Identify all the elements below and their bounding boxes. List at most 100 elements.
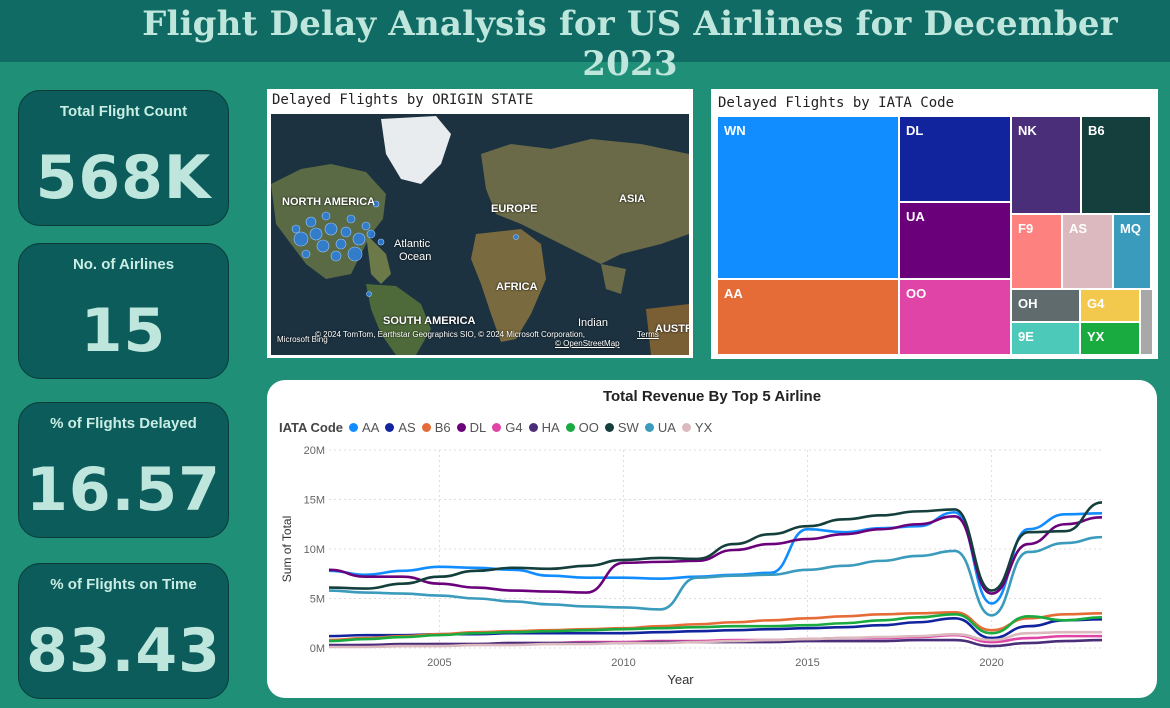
treemap-tile-label: 9E	[1018, 329, 1034, 344]
legend-item-yx[interactable]: YX	[681, 420, 713, 435]
revenue-chart-panel[interactable]: Total Revenue By Top 5 Airline IATA Code…	[267, 380, 1157, 698]
legend-label: AS	[398, 420, 416, 435]
legend-item-as[interactable]: AS	[385, 420, 416, 435]
legend-marker	[349, 423, 359, 432]
series-line-sw	[328, 501, 1103, 592]
treemap-tile-other[interactable]	[1140, 289, 1153, 355]
legend-marker	[492, 423, 502, 432]
series-line-dl	[328, 515, 1103, 595]
legend-label: OO	[578, 420, 599, 435]
legend-marker	[421, 423, 431, 432]
treemap-tile-b6[interactable]: B6	[1081, 116, 1151, 214]
kpi-label: No. of Airlines	[72, 256, 175, 273]
map-attribution: © 2024 TomTom, Earthstar Geographics SIO…	[315, 330, 585, 339]
treemap-tile-oh[interactable]: OH	[1011, 289, 1080, 322]
treemap-tile-as[interactable]: AS	[1062, 214, 1113, 289]
label-north-america: NORTH AMERICA	[282, 196, 376, 208]
chart-title: Total Revenue By Top 5 Airline	[602, 388, 822, 405]
treemap-tile-label: F9	[1018, 221, 1034, 236]
header-bar	[0, 0, 1170, 62]
series-line-ua	[328, 535, 1103, 617]
kpi-value: 15	[80, 296, 167, 366]
legend-item-oo[interactable]: OO	[565, 420, 599, 435]
x-tick-label: 2010	[611, 657, 635, 669]
kpi-total-flight-count[interactable]: Total Flight Count 568K	[18, 90, 229, 226]
legend-marker	[681, 423, 691, 432]
treemap-tile-aa[interactable]: AA	[717, 279, 899, 355]
legend-item-dl[interactable]: DL	[456, 420, 487, 435]
series-line-oo	[328, 613, 1103, 643]
kpi-label: Total Flight Count	[59, 103, 188, 120]
legend-label: SW	[617, 420, 639, 435]
treemap-tile-nk[interactable]: NK	[1011, 116, 1081, 214]
y-axis-title: Sum of Total	[280, 516, 294, 582]
x-axis-title: Year	[667, 672, 694, 687]
legend-marker	[565, 423, 575, 432]
treemap-tile-mq[interactable]: MQ	[1113, 214, 1151, 289]
legend-item-g4[interactable]: G4	[492, 420, 523, 435]
legend-marker	[604, 423, 614, 432]
treemap-tile-dl[interactable]: DL	[899, 116, 1011, 202]
kpi-value: 83.43	[26, 616, 221, 686]
treemap-panel[interactable]: Delayed Flights by IATA Code WN AA DL UA OO N…	[711, 89, 1158, 359]
treemap-tile-g4[interactable]: G4	[1080, 289, 1140, 322]
kpi-value: 568K	[35, 143, 212, 213]
bing-logo: Microsoft Bing	[277, 335, 328, 344]
treemap-tile-label: B6	[1088, 123, 1105, 138]
treemap-tile-oo[interactable]: OO	[899, 279, 1011, 355]
x-tick-label: 2020	[979, 657, 1003, 669]
world-map[interactable]: NORTH AMERICA EUROPE ASIA Atlantic Ocean…	[271, 114, 689, 355]
kpi-label: % of Flights on Time	[50, 576, 197, 593]
legend-marker	[456, 423, 466, 432]
legend-item-aa[interactable]: AA	[349, 420, 379, 435]
y-tick-label: 0M	[310, 643, 325, 655]
kpi-pct-on-time[interactable]: % of Flights on Time 83.43	[18, 563, 229, 699]
terms-link[interactable]: Terms	[637, 330, 659, 339]
osm-link[interactable]: © OpenStreetMap	[555, 339, 620, 348]
legend-item-ha[interactable]: HA	[528, 420, 560, 435]
kpi-label: % of Flights Delayed	[50, 415, 197, 432]
treemap-tile-wn[interactable]: WN	[717, 116, 899, 279]
legend-title: IATA Code	[279, 420, 344, 435]
treemap-tile-label: YX	[1087, 329, 1105, 344]
treemap-tile-9e[interactable]: 9E	[1011, 322, 1080, 355]
kpi-airline-count[interactable]: No. of Airlines 15	[18, 243, 229, 379]
legend-label: AA	[362, 420, 380, 435]
label-austr: AUSTR	[655, 323, 689, 335]
y-tick-label: 5M	[310, 594, 325, 606]
legend-label: G4	[505, 420, 523, 435]
legend-item-b6[interactable]: B6	[421, 420, 451, 435]
y-tick-label: 10M	[304, 544, 325, 556]
treemap-tile-ua[interactable]: UA	[899, 202, 1011, 279]
treemap-tile-label: OO	[906, 286, 927, 301]
legend-item-ua[interactable]: UA	[644, 420, 676, 435]
legend-label: B6	[434, 420, 451, 435]
label-south-america: SOUTH AMERICA	[383, 315, 476, 327]
kpi-pct-delayed[interactable]: % of Flights Delayed 16.57	[18, 402, 229, 538]
legend-item-sw[interactable]: SW	[604, 420, 639, 435]
x-tick-label: 2015	[795, 657, 819, 669]
treemap-tile-label: AS	[1069, 221, 1088, 236]
legend-label: UA	[657, 420, 676, 435]
x-tick-label: 2005	[427, 657, 451, 669]
map-bubbles	[291, 200, 519, 297]
legend-label: DL	[469, 420, 487, 435]
kpi-value: 16.57	[26, 455, 221, 525]
treemap-tile-label: UA	[906, 209, 925, 224]
legend-label: YX	[694, 420, 713, 435]
page-title: Flight Delay Analysis for US Airlines fo…	[142, 4, 1118, 84]
treemap-tile-yx[interactable]: YX	[1080, 322, 1140, 355]
chart-legend: IATA Code AA AS B6 DL G4 HA OO SW UA YX	[279, 420, 718, 435]
legend-marker	[528, 423, 538, 432]
y-tick-label: 20M	[304, 445, 325, 457]
map-graphic	[271, 114, 689, 355]
series-line-yx	[329, 630, 1102, 649]
label-asia: ASIA	[619, 193, 646, 205]
legend-marker	[385, 423, 395, 432]
map-title: Delayed Flights by ORIGIN STATE	[272, 92, 534, 108]
treemap-tile-label: G4	[1087, 296, 1105, 311]
label-europe: EUROPE	[491, 203, 538, 215]
treemap-title: Delayed Flights by IATA Code	[718, 95, 955, 111]
treemap-tile-f9[interactable]: F9	[1011, 214, 1062, 289]
treemap-tile-label: OH	[1018, 296, 1038, 311]
